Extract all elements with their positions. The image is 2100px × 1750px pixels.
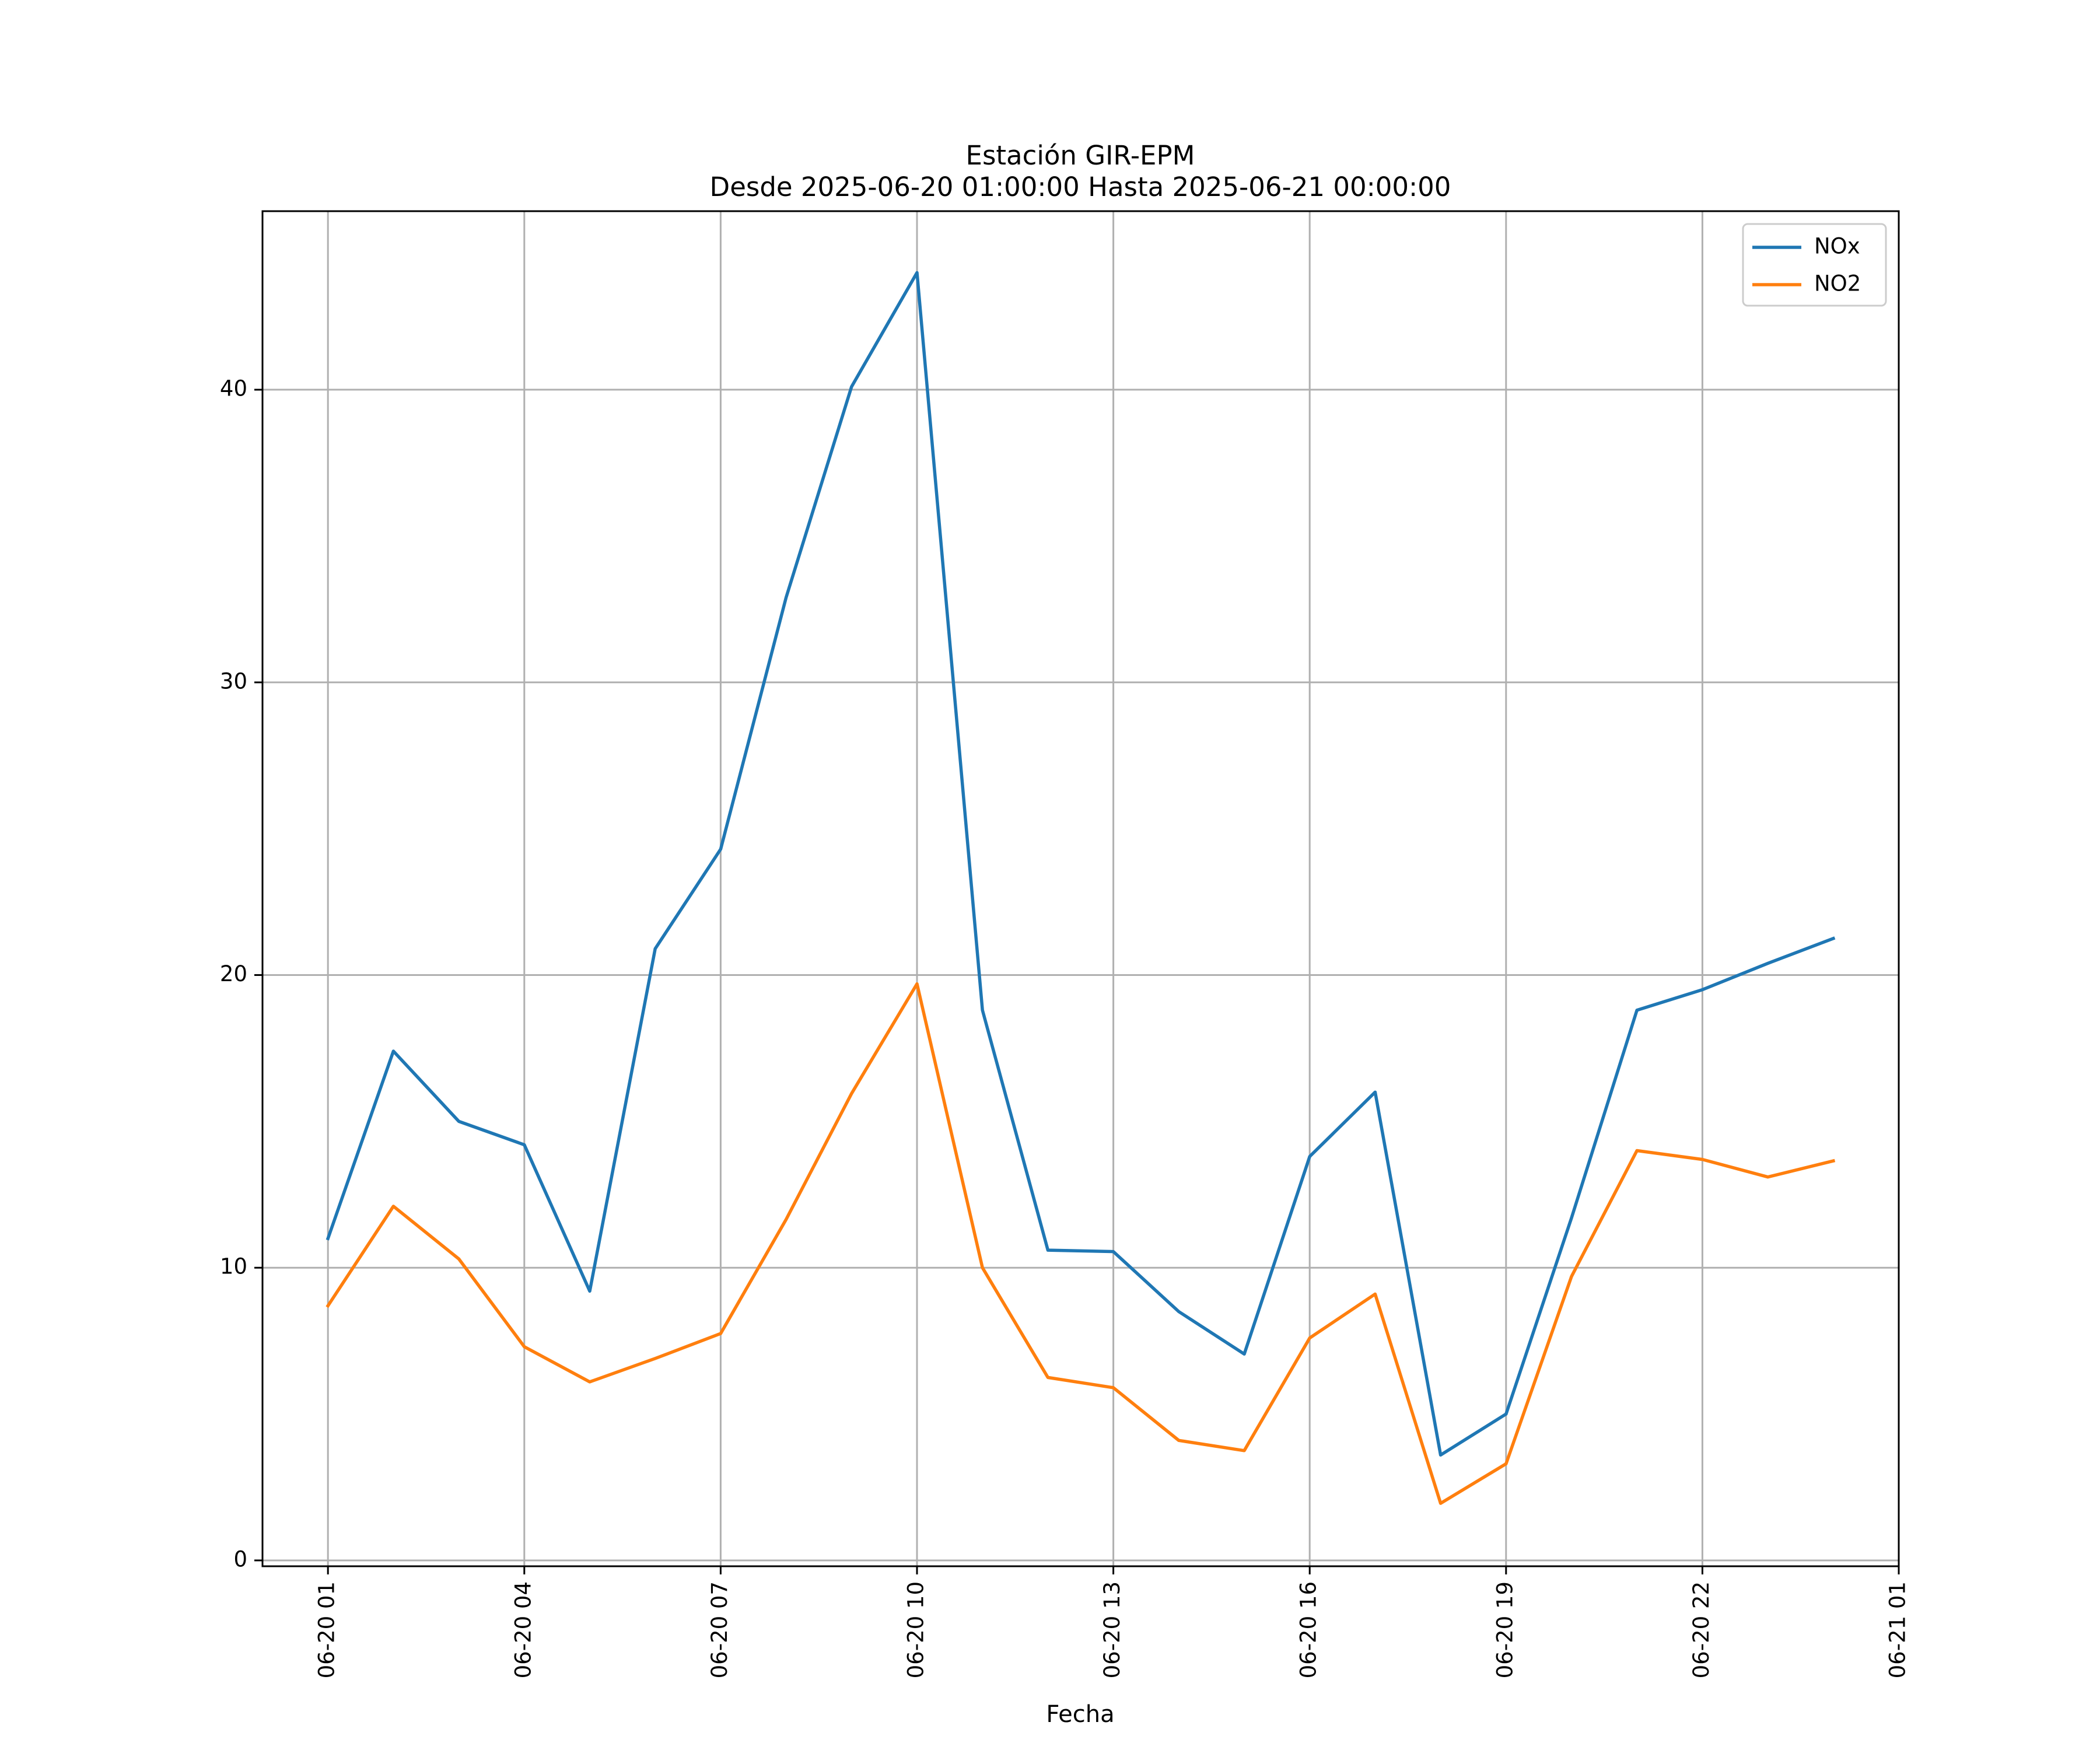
series-line-nox (326, 271, 1836, 1457)
y-tick-label: 0 (233, 1546, 247, 1572)
x-tick-label: 06-20 22 (1689, 1581, 1714, 1678)
x-tick-label: 06-20 13 (1100, 1581, 1125, 1678)
x-tick-label: 06-20 19 (1492, 1581, 1517, 1678)
y-tick-label: 10 (220, 1254, 247, 1279)
legend-label-nox: NOx (1814, 234, 1860, 259)
x-tick-label: 06-20 16 (1296, 1581, 1321, 1678)
x-tick-label: 06-21 01 (1885, 1581, 1910, 1678)
x-axis-label: Fecha (1046, 1701, 1114, 1728)
y-tick-label: 30 (220, 668, 247, 694)
legend-label-no2: NO2 (1814, 271, 1861, 296)
plot-frame (261, 210, 1900, 1567)
x-tick-label: 06-20 07 (707, 1581, 732, 1678)
chart-title: Estación GIR-EPM (966, 140, 1195, 171)
series-line-no2 (326, 982, 1836, 1505)
x-tick-label: 06-20 04 (510, 1581, 536, 1678)
chart-subtitle: Desde 2025-06-20 01:00:00 Hasta 2025-06-… (710, 172, 1451, 202)
x-tick-label: 06-20 10 (904, 1581, 929, 1678)
y-tick-label: 40 (220, 376, 247, 401)
legend: NOx NO2 (1742, 223, 1887, 307)
y-tick-label: 20 (220, 961, 247, 986)
x-tick-label: 06-20 01 (314, 1581, 340, 1678)
plot-area: 06-20 01 06-20 04 06-20 07 06-20 10 06-20 13… (220, 210, 1910, 1678)
